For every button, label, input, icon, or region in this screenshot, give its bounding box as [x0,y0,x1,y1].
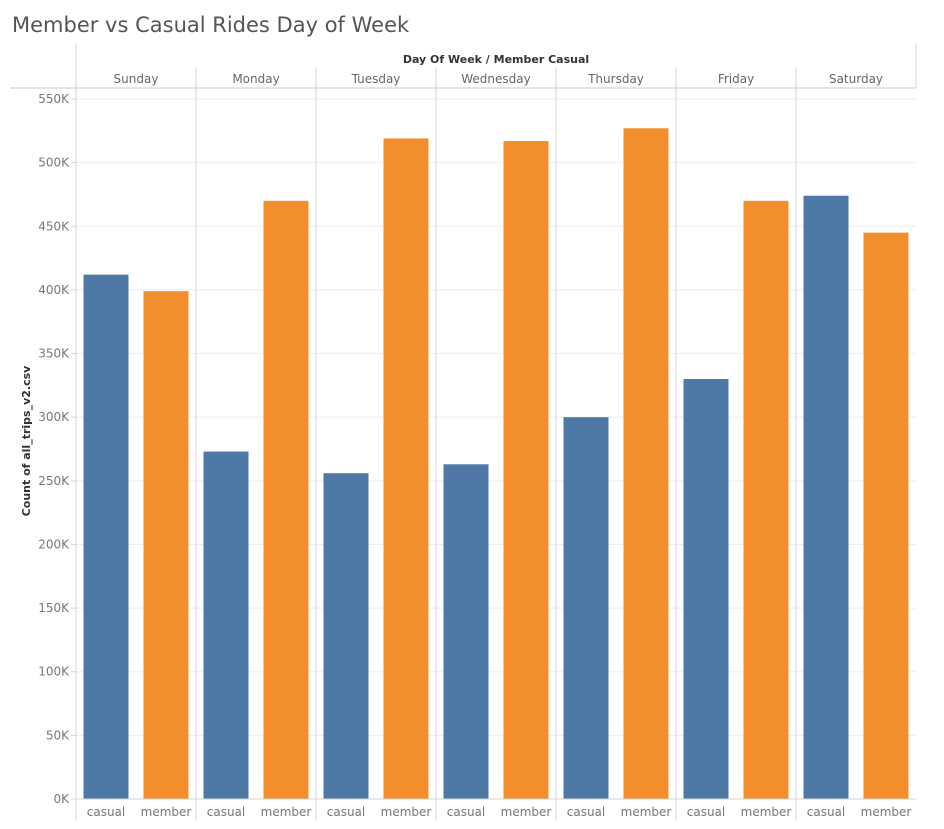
x-tick-label: casual [87,805,126,819]
bar-wednesday-member[interactable] [503,141,549,799]
group-header-wednesday: Wednesday [461,72,530,86]
x-tick-label: casual [567,805,606,819]
y-tick-label: 350K [38,347,70,361]
bar-friday-member[interactable] [743,200,789,799]
bar-monday-member[interactable] [263,200,309,799]
chart-title: Member vs Casual Rides Day of Week [12,13,410,37]
x-tick-label: member [621,805,672,819]
x-tick-label: casual [207,805,246,819]
y-tick-label: 250K [38,474,70,488]
x-tick-label: casual [687,805,726,819]
group-header-thursday: Thursday [587,72,644,86]
group-header-monday: Monday [232,72,279,86]
y-tick-label: 100K [38,665,70,679]
bar-friday-casual[interactable] [683,379,729,799]
bar-saturday-member[interactable] [863,232,909,800]
y-tick-label: 200K [38,537,70,551]
y-tick-label: 0K [53,792,70,806]
group-header-friday: Friday [718,72,754,86]
x-tick-label: casual [447,805,486,819]
y-tick-label: 150K [38,601,70,615]
bar-tuesday-casual[interactable] [323,473,369,799]
bar-monday-casual[interactable] [203,451,249,799]
x-tick-label: member [381,805,432,819]
y-tick-label: 400K [38,283,70,297]
bar-sunday-member[interactable] [143,291,189,799]
bars-layer [83,128,909,800]
y-tick-label: 500K [38,156,70,170]
grid-layer [76,98,916,736]
group-header-tuesday: Tuesday [351,72,401,86]
bar-tuesday-member[interactable] [383,138,429,800]
x-tick-label: member [501,805,552,819]
x-tick-label: casual [807,805,846,819]
x-tick-label: member [861,805,912,819]
y-tick-label: 550K [38,92,70,106]
bar-wednesday-casual[interactable] [443,464,489,799]
axis-layer: 0K 50K 100K 150K 200K 250K 300K 350K 400K 450K 500… [10,44,917,820]
group-header-sunday: Sunday [114,72,159,86]
bar-thursday-casual[interactable] [563,417,609,799]
x-tick-label: member [741,805,792,819]
x-tick-label: casual [327,805,366,819]
group-header-saturday: Saturday [829,72,883,86]
y-axis-label: Count of all_trips_v2.csv [20,365,33,516]
column-header: Day Of Week / Member Casual [403,53,589,66]
bar-sunday-casual[interactable] [83,274,129,799]
x-tick-label: member [141,805,192,819]
y-tick-label: 50K [46,728,70,742]
y-tick-label: 300K [38,410,70,424]
x-tick-label: member [261,805,312,819]
y-tick-label: 450K [38,219,70,233]
bar-thursday-member[interactable] [623,128,669,800]
bar-saturday-casual[interactable] [803,195,849,799]
